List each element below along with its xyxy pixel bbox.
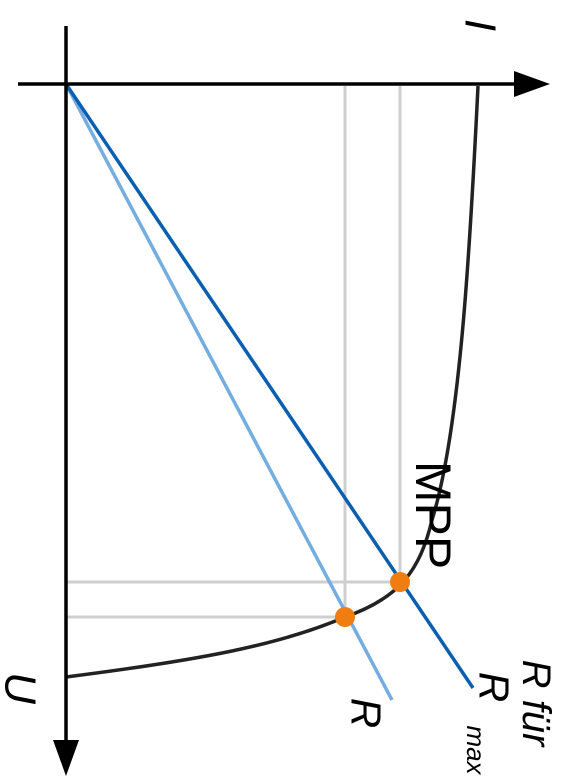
max-line-label-subscript: max [461,725,491,775]
mpp-label: MPP [405,461,461,569]
current-axis-arrowhead [514,71,550,97]
max-line-label-r: R [471,672,518,702]
load-line-r-max [64,83,475,689]
current-axis-label: I [456,19,505,31]
load-line-label: R [343,698,390,728]
voltage-axis-arrowhead [53,740,79,776]
mpp-point [390,572,410,592]
max-line-label-line1: R für [514,660,558,748]
voltage-axis-label: U [0,672,45,704]
operating-point [335,607,355,627]
iu-characteristic-curve [65,85,480,679]
load-line-r [64,83,394,701]
